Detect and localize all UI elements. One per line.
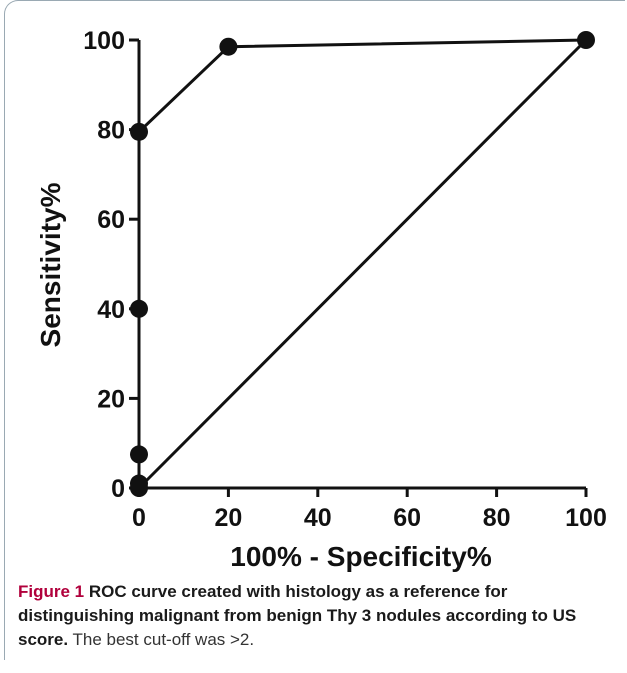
- y-axis-label: Sensitivity%: [35, 182, 66, 347]
- y-tick-label: 0: [111, 475, 125, 503]
- roc-point: [130, 474, 148, 493]
- x-tick-label: 20: [214, 504, 242, 532]
- y-tick-label: 60: [97, 206, 125, 234]
- reference-line: [137, 38, 588, 490]
- x-axis-label: 100% - Specificity%: [230, 541, 492, 572]
- x-tick-label: 100: [565, 504, 607, 532]
- x-tick-label: 0: [132, 504, 146, 532]
- roc-point: [130, 445, 148, 464]
- roc-point: [130, 122, 148, 141]
- roc-point: [219, 37, 238, 56]
- figure-caption: Figure 1 ROC curve created with histolog…: [18, 580, 618, 652]
- chart-marks: [130, 31, 595, 497]
- roc-point: [130, 299, 148, 318]
- x-tick-label: 40: [304, 504, 332, 532]
- caption-text: The best cut-off was >2.: [68, 630, 255, 649]
- y-tick-label: 80: [97, 117, 125, 145]
- x-tick-label: 60: [393, 504, 421, 532]
- roc-chart: 0 20 40 60 80 100 0 20 40 60 80 100 Sensitivity% 10…: [35, 27, 607, 572]
- caption-label: Figure 1: [18, 582, 85, 601]
- y-tick-label: 100: [83, 27, 125, 55]
- x-tick-label: 80: [483, 504, 511, 532]
- figure-frame: [4, 0, 625, 660]
- y-tick-label: 20: [97, 385, 125, 413]
- roc-point: [577, 31, 595, 49]
- y-tick-label: 40: [97, 296, 125, 324]
- caption-title: ROC curve created with histology as a re…: [18, 582, 577, 649]
- axes: 0 20 40 60 80 100 0 20 40 60 80 100: [83, 27, 607, 532]
